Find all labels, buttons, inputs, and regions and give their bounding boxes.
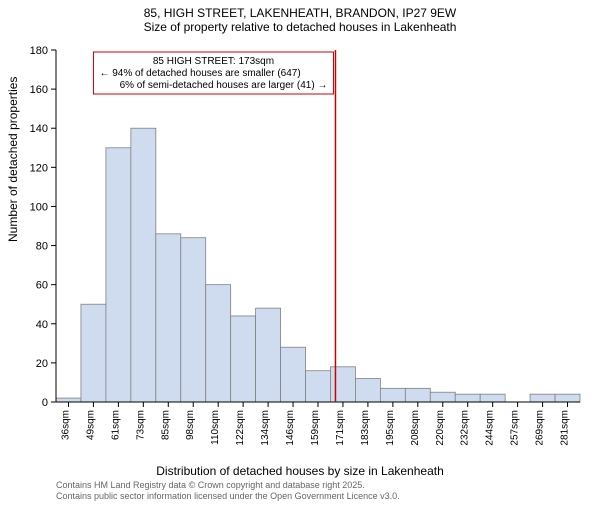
histogram-chart: 0 20 40 60 80 100 120 140 160 180 36sqm 49sqm 61sqm 7… <box>0 42 600 462</box>
chart-container: Number of detached properties 0 20 40 60 80 1… <box>0 42 600 506</box>
y-tick-label: 60 <box>36 280 48 292</box>
x-tick-label: 85sqm <box>160 410 171 440</box>
x-tick-label: 49sqm <box>85 410 96 440</box>
chart-title-line1: 85, HIGH STREET, LAKENHEATH, BRANDON, IP… <box>0 6 600 20</box>
x-tick-label: 195sqm <box>385 410 396 446</box>
x-tick-label: 232sqm <box>460 410 471 446</box>
x-tick-label: 244sqm <box>485 410 496 446</box>
x-tick-label: 220sqm <box>435 410 446 446</box>
y-tick-label: 40 <box>36 319 48 331</box>
y-tick-label: 100 <box>30 201 48 213</box>
annotation-line2: ← 94% of detached houses are smaller (64… <box>99 68 300 79</box>
attribution-text: Contains HM Land Registry data © Crown c… <box>56 480 400 502</box>
x-tick-label: 98sqm <box>185 410 196 440</box>
histogram-bar <box>355 379 380 402</box>
x-tick-label: 36sqm <box>60 410 71 440</box>
histogram-bar <box>181 238 206 402</box>
histogram-bar <box>56 398 81 402</box>
x-tick-label: 183sqm <box>360 410 371 446</box>
x-tick-label: 73sqm <box>135 410 146 440</box>
y-tick-label: 20 <box>36 358 48 370</box>
histogram-bar <box>405 388 430 402</box>
y-axis-label: Number of detached properties <box>6 77 20 242</box>
x-tick-label: 134sqm <box>260 410 271 446</box>
histogram-bar <box>455 394 480 402</box>
histogram-bar <box>256 308 281 402</box>
histogram-bar <box>380 388 405 402</box>
histogram-bar <box>281 347 306 402</box>
histogram-bar <box>81 304 106 402</box>
x-tick-label: 110sqm <box>210 410 221 445</box>
x-tick-label: 122sqm <box>235 410 246 446</box>
x-tick-label: 171sqm <box>335 410 346 446</box>
histogram-bar <box>106 148 131 402</box>
x-tick-label: 61sqm <box>110 410 121 440</box>
histogram-bar <box>231 316 256 402</box>
x-tick-label: 269sqm <box>535 410 546 446</box>
attribution-line1: Contains HM Land Registry data © Crown c… <box>56 480 400 491</box>
x-tick-label: 281sqm <box>560 410 571 446</box>
x-axis-label: Distribution of detached houses by size … <box>0 464 600 478</box>
histogram-bar <box>206 285 231 402</box>
chart-title-line2: Size of property relative to detached ho… <box>0 20 600 34</box>
annotation-line3: 6% of semi-detached houses are larger (4… <box>120 80 328 91</box>
annotation-line1: 85 HIGH STREET: 173sqm <box>153 56 274 67</box>
x-tick-label: 257sqm <box>510 410 521 446</box>
y-tick-label: 180 <box>30 45 48 57</box>
y-tick-label: 160 <box>30 84 48 96</box>
histogram-bar <box>430 392 455 402</box>
histogram-bar <box>555 394 580 402</box>
x-tick-label: 146sqm <box>285 410 296 446</box>
x-tick-label: 159sqm <box>310 410 321 446</box>
histogram-bar <box>306 371 331 402</box>
y-tick-label: 80 <box>36 241 48 253</box>
histogram-bar <box>330 367 355 402</box>
histogram-bar <box>480 394 505 402</box>
histogram-bar <box>530 394 555 402</box>
y-tick-label: 140 <box>30 123 48 135</box>
x-tick-label: 208sqm <box>410 410 421 446</box>
y-tick-label: 0 <box>42 397 48 409</box>
attribution-line2: Contains public sector information licen… <box>56 491 400 502</box>
y-tick-label: 120 <box>30 162 48 174</box>
histogram-bar <box>131 128 156 402</box>
histogram-bar <box>156 234 181 402</box>
